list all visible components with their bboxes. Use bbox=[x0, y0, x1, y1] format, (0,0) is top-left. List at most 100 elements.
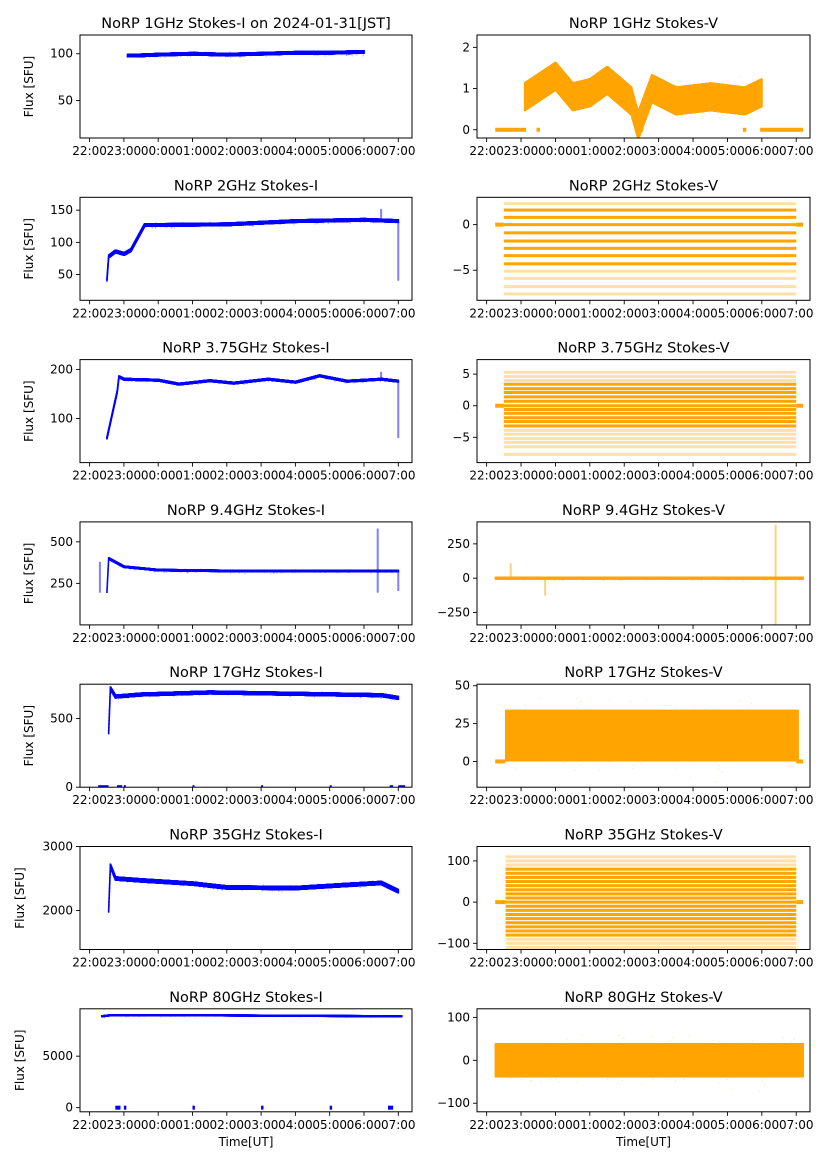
data-point bbox=[170, 226, 173, 229]
data-point bbox=[197, 226, 199, 228]
data-point bbox=[637, 141, 638, 142]
data-point bbox=[148, 56, 151, 58]
x-tick-label: 05:00 bbox=[312, 144, 347, 158]
data-point bbox=[356, 54, 358, 56]
data-point bbox=[265, 55, 267, 57]
data-point bbox=[239, 56, 241, 58]
axes-frame bbox=[476, 34, 811, 139]
x-tick-label: 22:00 bbox=[72, 144, 107, 158]
x-tick-label: 03:00 bbox=[244, 144, 279, 158]
data-point bbox=[278, 55, 280, 57]
data-point bbox=[695, 113, 697, 115]
zero-segment bbox=[639, 127, 644, 132]
data-point bbox=[324, 55, 326, 57]
data-point bbox=[239, 56, 241, 58]
data-point bbox=[556, 62, 558, 64]
data-point bbox=[154, 226, 157, 228]
data-point bbox=[179, 55, 181, 57]
data-point bbox=[197, 51, 199, 53]
data-point bbox=[604, 105, 606, 107]
data-point bbox=[568, 76, 571, 79]
y-tick-label: 0 bbox=[462, 123, 470, 137]
data-point bbox=[701, 117, 703, 120]
x-tick-label: 23:00 bbox=[504, 144, 539, 158]
x-tick-label: 04:00 bbox=[676, 144, 711, 158]
data-point bbox=[749, 117, 751, 119]
data-point bbox=[355, 53, 357, 56]
data-point bbox=[177, 56, 179, 58]
zero-segment bbox=[742, 127, 747, 132]
x-tick-label: 04:00 bbox=[278, 144, 313, 158]
zero-segment bbox=[495, 127, 527, 132]
data-point bbox=[170, 226, 173, 228]
data-point bbox=[179, 55, 182, 57]
data-point bbox=[345, 54, 348, 56]
y-axis-label: Flux [SFU] bbox=[22, 56, 36, 117]
data-point bbox=[689, 81, 691, 83]
data-point bbox=[751, 118, 753, 120]
data-point bbox=[224, 56, 227, 58]
zero-segment bbox=[536, 127, 540, 132]
x-tick-label: 00:00 bbox=[141, 144, 176, 158]
data-point bbox=[358, 53, 360, 55]
panel-1ghz-i: 22:00 23:00 00:00 01:00 02:00 03:00 04:00 05:00… bbox=[22, 16, 416, 158]
x-tick-label: 00:00 bbox=[538, 144, 573, 158]
data-point bbox=[229, 56, 232, 58]
data-point bbox=[761, 78, 763, 108]
data-point bbox=[211, 56, 213, 58]
data-point bbox=[666, 112, 668, 115]
x-tick-label: 06:00 bbox=[347, 144, 382, 158]
x-tick-label: 01:00 bbox=[175, 144, 210, 158]
data-point bbox=[676, 116, 678, 118]
data-point bbox=[142, 56, 144, 58]
x-tick-label: 02:00 bbox=[209, 144, 244, 158]
panel-2ghz-i: 22:00 23:00 00:00 01:00 02:00 03:00 04:00 05:00… bbox=[22, 178, 416, 320]
data-point bbox=[166, 226, 168, 228]
data-point bbox=[152, 227, 154, 229]
x-tick-label: 22:00 bbox=[469, 144, 504, 158]
data-point bbox=[631, 87, 634, 90]
data-point bbox=[107, 268, 109, 270]
chart-title: NoRP 1GHz Stokes-V bbox=[569, 16, 718, 32]
data-point bbox=[159, 56, 161, 58]
x-tick-label: 07:00 bbox=[779, 144, 814, 158]
data-point bbox=[314, 54, 316, 57]
data-point bbox=[154, 227, 156, 229]
data-point bbox=[708, 111, 710, 113]
plot-area-2ghz-i bbox=[106, 208, 400, 282]
zero-segment bbox=[760, 127, 804, 132]
data-point bbox=[139, 56, 141, 58]
data-point bbox=[173, 227, 175, 229]
data-point bbox=[752, 79, 754, 81]
data-point bbox=[211, 225, 213, 228]
data-point bbox=[234, 55, 236, 58]
x-tick-label: 02:00 bbox=[607, 144, 642, 158]
data-point bbox=[652, 69, 654, 71]
axes-frame bbox=[79, 34, 413, 139]
plot-area-1ghz-i bbox=[126, 49, 365, 58]
data-point bbox=[351, 55, 353, 57]
data-point bbox=[362, 55, 364, 57]
data-point bbox=[155, 222, 157, 224]
y-tick-label: 2 bbox=[462, 40, 470, 54]
data-point bbox=[317, 54, 319, 57]
x-tick-label: 23:00 bbox=[107, 144, 142, 158]
data-point bbox=[229, 51, 231, 53]
data-point bbox=[182, 222, 184, 224]
y-tick-label: 100 bbox=[50, 47, 73, 61]
data-point bbox=[606, 97, 608, 99]
x-tick-label: 05:00 bbox=[710, 144, 745, 158]
chart-title: NoRP 1GHz Stokes-I on 2024-01-31[JST] bbox=[101, 16, 391, 32]
data-point bbox=[723, 81, 725, 83]
data-point bbox=[200, 221, 203, 224]
data-point bbox=[594, 109, 596, 111]
data-point bbox=[348, 54, 351, 56]
data-point bbox=[703, 111, 705, 114]
data-point bbox=[710, 113, 712, 115]
data-point bbox=[209, 221, 211, 223]
data-point bbox=[719, 117, 721, 119]
data-point bbox=[341, 53, 343, 56]
data-point bbox=[189, 55, 191, 57]
data-point bbox=[228, 56, 231, 58]
